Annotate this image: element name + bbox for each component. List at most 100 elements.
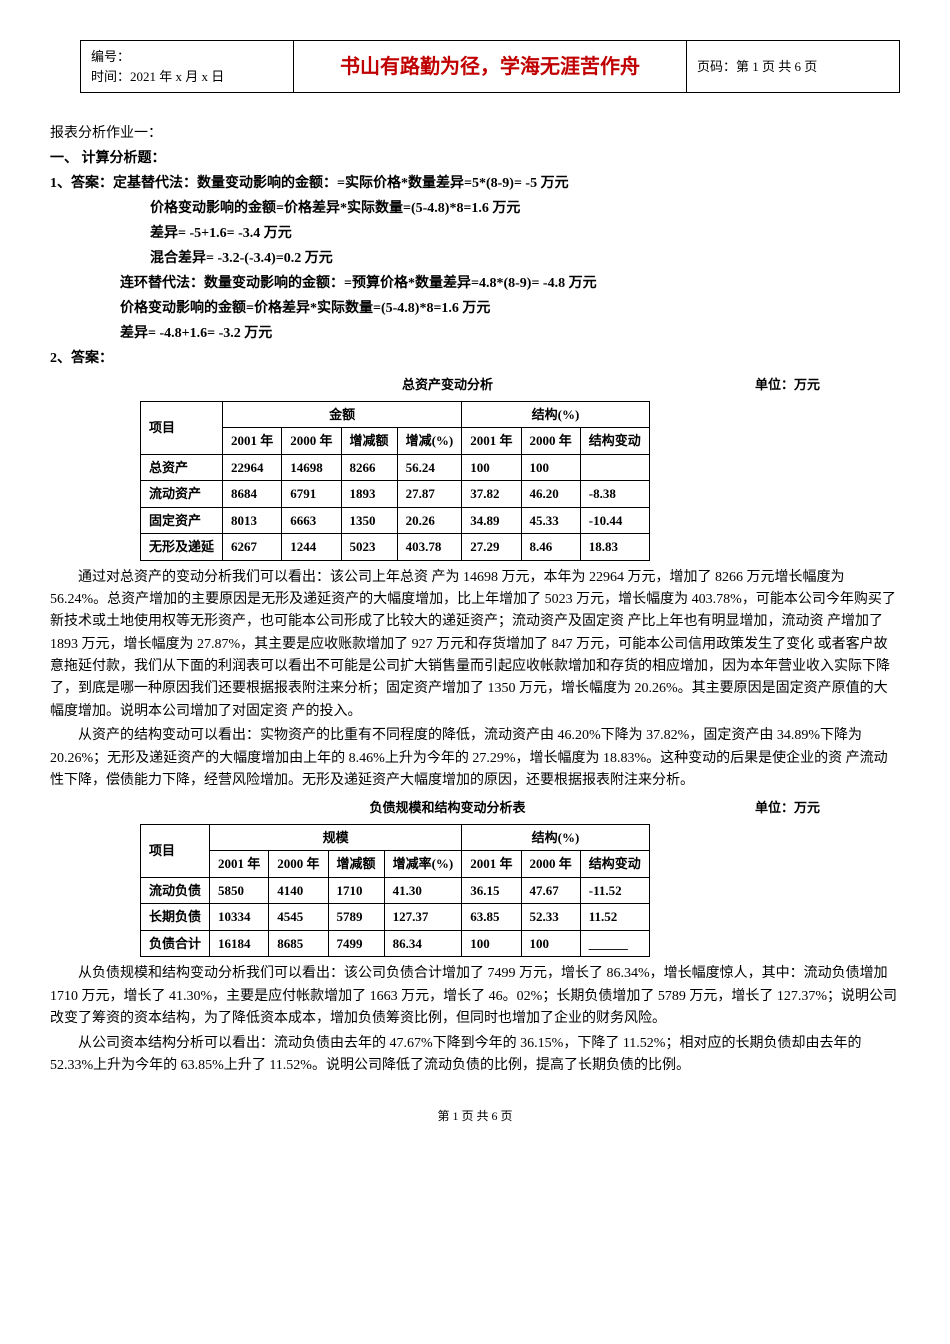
cell: 41.30 bbox=[384, 877, 462, 904]
cell: -11.52 bbox=[580, 877, 649, 904]
th-delta: 增减额 bbox=[328, 851, 384, 878]
th-struct: 结构(%) bbox=[462, 824, 650, 851]
table-row: 负债合计 16184 8685 7499 86.34 100 100 _____… bbox=[141, 930, 650, 957]
cell: 6791 bbox=[282, 481, 341, 508]
th-2001: 2001 年 bbox=[210, 851, 269, 878]
th-item: 项目 bbox=[141, 401, 223, 454]
cell: 6267 bbox=[223, 534, 282, 561]
cell: 8013 bbox=[223, 507, 282, 534]
cell: 36.15 bbox=[462, 877, 521, 904]
cell: 长期负债 bbox=[141, 904, 210, 931]
table2-caption-center: 负债规模和结构变动分析表 bbox=[369, 798, 525, 818]
doc-title: 报表分析作业一： bbox=[50, 123, 900, 144]
cell: 8.46 bbox=[521, 534, 580, 561]
q1-line3: 差异= -5+1.6= -3.4 万元 bbox=[150, 223, 900, 244]
table2-caption: 负债规模和结构变动分析表 单位：万元 bbox=[140, 798, 820, 818]
th-s2001: 2001 年 bbox=[462, 428, 521, 455]
cell: 27.87 bbox=[397, 481, 462, 508]
th-s2001: 2001 年 bbox=[462, 851, 521, 878]
cell: 27.29 bbox=[462, 534, 521, 561]
cell: 47.67 bbox=[521, 877, 580, 904]
cell: 6663 bbox=[282, 507, 341, 534]
cell: 8684 bbox=[223, 481, 282, 508]
table1-caption: 总资产变动分析 单位：万元 bbox=[140, 375, 820, 395]
th-struct: 结构(%) bbox=[462, 401, 650, 428]
table-row: 流动资产 8684 6791 1893 27.87 37.82 46.20 -8… bbox=[141, 481, 650, 508]
cell: 20.26 bbox=[397, 507, 462, 534]
th-2000: 2000 年 bbox=[282, 428, 341, 455]
cell: 流动负债 bbox=[141, 877, 210, 904]
q1-line7: 差异= -4.8+1.6= -3.2 万元 bbox=[120, 323, 900, 344]
th-item: 项目 bbox=[141, 824, 210, 877]
cell: 18.83 bbox=[580, 534, 649, 561]
cell: 86.34 bbox=[384, 930, 462, 957]
cell: 14698 bbox=[282, 454, 341, 481]
header-left-cell: 编号： 时间：2021 年 x 月 x 日 bbox=[81, 41, 294, 93]
cell: ______ bbox=[580, 930, 649, 957]
paragraph-4: 从公司资本结构分析可以看出：流动负债由去年的 47.67%下降到今年的 36.1… bbox=[50, 1033, 900, 1078]
cell: 100 bbox=[521, 454, 580, 481]
table-row: 长期负债 10334 4545 5789 127.37 63.85 52.33 … bbox=[141, 904, 650, 931]
cell: 4140 bbox=[269, 877, 328, 904]
liabilities-table: 项目 规模 结构(%) 2001 年 2000 年 增减额 增减率(%) 200… bbox=[140, 824, 650, 958]
cell: 8685 bbox=[269, 930, 328, 957]
section-1-title: 一、 计算分析题： bbox=[50, 148, 900, 169]
cell bbox=[580, 454, 649, 481]
cell: 63.85 bbox=[462, 904, 521, 931]
cell: 100 bbox=[462, 930, 521, 957]
q1-line2: 价格变动影响的金额=价格差异*实际数量=(5-4.8)*8=1.6 万元 bbox=[150, 198, 900, 219]
cell: 11.52 bbox=[580, 904, 649, 931]
cell: -8.38 bbox=[580, 481, 649, 508]
cell: 100 bbox=[462, 454, 521, 481]
cell: 10334 bbox=[210, 904, 269, 931]
page-header: 编号： 时间：2021 年 x 月 x 日 书山有路勤为径，学海无涯苦作舟 页码… bbox=[80, 40, 900, 93]
cell: 总资产 bbox=[141, 454, 223, 481]
cell: 100 bbox=[521, 930, 580, 957]
th-2000: 2000 年 bbox=[269, 851, 328, 878]
paragraph-2: 从资产的结构变动可以看出：实物资产的比重有不同程度的降低，流动资产由 46.20… bbox=[50, 725, 900, 792]
th-sdelta: 结构变动 bbox=[580, 851, 649, 878]
cell: 34.89 bbox=[462, 507, 521, 534]
paragraph-1: 通过对总资产的变动分析我们可以看出：该公司上年总资 产为 14698 万元，本年… bbox=[50, 567, 900, 724]
table-row: 流动负债 5850 4140 1710 41.30 36.15 47.67 -1… bbox=[141, 877, 650, 904]
doc-id-label: 编号： bbox=[91, 49, 130, 64]
cell: -10.44 bbox=[580, 507, 649, 534]
table1-caption-right: 单位：万元 bbox=[755, 375, 820, 395]
cell: 22964 bbox=[223, 454, 282, 481]
cell: 1350 bbox=[341, 507, 397, 534]
cell: 无形及递延 bbox=[141, 534, 223, 561]
cell: 5850 bbox=[210, 877, 269, 904]
q1-line4: 混合差异= -3.2-(-3.4)=0.2 万元 bbox=[150, 248, 900, 269]
cell: 8266 bbox=[341, 454, 397, 481]
header-page-label: 页码：第 1 页 共 6 页 bbox=[687, 41, 900, 93]
cell: 负债合计 bbox=[141, 930, 210, 957]
cell: 4545 bbox=[269, 904, 328, 931]
table1-caption-center: 总资产变动分析 bbox=[402, 375, 493, 395]
th-pct: 增减率(%) bbox=[384, 851, 462, 878]
assets-table: 项目 金额 结构(%) 2001 年 2000 年 增减额 增减(%) 2001… bbox=[140, 401, 650, 561]
th-pct: 增减(%) bbox=[397, 428, 462, 455]
cell: 1893 bbox=[341, 481, 397, 508]
th-delta: 增减额 bbox=[341, 428, 397, 455]
doc-time-label: 时间：2021 年 x 月 x 日 bbox=[91, 69, 224, 84]
cell: 56.24 bbox=[397, 454, 462, 481]
th-scale: 规模 bbox=[210, 824, 462, 851]
th-s2000: 2000 年 bbox=[521, 851, 580, 878]
q2-label: 2、答案： bbox=[50, 348, 900, 369]
q1-line5: 连环替代法：数量变动影响的金额：=预算价格*数量差异=4.8*(8-9)= -4… bbox=[120, 273, 900, 294]
q1-line1: 1、答案：定基替代法：数量变动影响的金额：=实际价格*数量差异=5*(8-9)=… bbox=[50, 173, 900, 194]
cell: 流动资产 bbox=[141, 481, 223, 508]
q1-line6: 价格变动影响的金额=价格差异*实际数量=(5-4.8)*8=1.6 万元 bbox=[120, 298, 900, 319]
cell: 45.33 bbox=[521, 507, 580, 534]
table-row: 总资产 22964 14698 8266 56.24 100 100 bbox=[141, 454, 650, 481]
th-amount: 金额 bbox=[223, 401, 462, 428]
cell: 16184 bbox=[210, 930, 269, 957]
cell: 127.37 bbox=[384, 904, 462, 931]
paragraph-3: 从负债规模和结构变动分析我们可以看出：该公司负债合计增加了 7499 万元，增长… bbox=[50, 963, 900, 1030]
cell: 46.20 bbox=[521, 481, 580, 508]
cell: 1710 bbox=[328, 877, 384, 904]
th-s2000: 2000 年 bbox=[521, 428, 580, 455]
cell: 5789 bbox=[328, 904, 384, 931]
cell: 5023 bbox=[341, 534, 397, 561]
page-footer: 第 1 页 共 6 页 bbox=[50, 1107, 900, 1125]
